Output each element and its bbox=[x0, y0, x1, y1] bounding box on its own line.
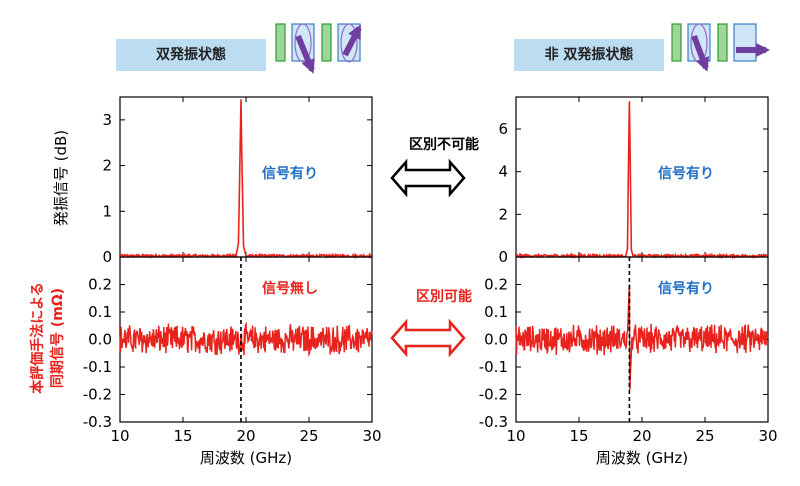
right-layer-blue-2 bbox=[733, 23, 757, 62]
left-top-plot-frame bbox=[119, 96, 373, 258]
right-bottom-ytick-label-2: 0.0 bbox=[484, 331, 508, 349]
right-bottom-xtick-label-0: 10 bbox=[506, 427, 525, 445]
left-top-ytick-label-0: 0 bbox=[102, 248, 112, 266]
left-bottom-xtick-label-1: 15 bbox=[173, 427, 192, 445]
y-axis-label-top: 発振信号 (dB) bbox=[52, 130, 70, 226]
right-top-ytick-label-0: 0 bbox=[498, 248, 508, 266]
right-bottom-xtick-label-3: 25 bbox=[695, 427, 714, 445]
left-bottom-ytick-label-3: -0.1 bbox=[83, 358, 112, 376]
left-bottom-ytick-label-2: 0.0 bbox=[88, 331, 112, 349]
y-axis-label-bottom-line2: 同期信号 (mΩ) bbox=[49, 288, 66, 388]
right-state-label: 非 双発振状態 bbox=[514, 39, 664, 71]
left-top-series-line bbox=[119, 99, 373, 260]
y-axis-label-bottom-line1: 本評価手法による bbox=[29, 282, 46, 394]
left-magnet-arrow-1-head bbox=[301, 58, 315, 74]
right-top-annotation: 信号有り bbox=[658, 165, 714, 182]
right-bottom-xtick-label-2: 20 bbox=[632, 427, 651, 445]
left-bottom-ytick-label-0: 0.2 bbox=[88, 276, 112, 294]
right-bottom-ytick-label-1: 0.1 bbox=[484, 303, 508, 321]
left-bottom-ytick-label-4: -0.2 bbox=[83, 386, 112, 404]
right-bottom-ytick-label-0: 0.2 bbox=[484, 276, 508, 294]
left-bottom-xtick-label-3: 25 bbox=[299, 427, 318, 445]
middle-bottom-label: 区別可能 bbox=[416, 288, 472, 305]
left-bottom-series-line bbox=[119, 321, 373, 357]
right-top-ytick-label-2: 4 bbox=[498, 163, 508, 181]
right-top-ytick-label-3: 6 bbox=[498, 120, 508, 138]
right-layer-green-1 bbox=[671, 23, 682, 62]
right-bottom-ytick-label-5: -0.3 bbox=[479, 413, 508, 431]
right-bottom-ytick-label-3: -0.1 bbox=[479, 358, 508, 376]
right-bottom-xtick-label-4: 30 bbox=[758, 427, 777, 445]
left-bottom-xtick-label-0: 10 bbox=[110, 427, 129, 445]
left-top-ytick-label-3: 3 bbox=[102, 111, 112, 129]
left-top-annotation: 信号有り bbox=[262, 165, 318, 182]
left-layer-green-1 bbox=[275, 23, 286, 62]
right-magnet-arrow-1-head bbox=[695, 56, 710, 72]
right-x-axis-label: 周波数 (GHz) bbox=[596, 449, 688, 467]
right-bottom-series-line bbox=[515, 284, 769, 390]
left-top-ytick-label-2: 2 bbox=[102, 157, 112, 175]
right-top-series-line bbox=[515, 101, 769, 260]
left-x-axis-label: 周波数 (GHz) bbox=[200, 449, 292, 467]
left-bottom-annotation: 信号無し bbox=[262, 280, 318, 297]
middle-top-label: 区別不可能 bbox=[409, 136, 479, 153]
left-state-label: 双発振状態 bbox=[116, 39, 266, 71]
left-ellipse-1 bbox=[294, 23, 312, 63]
left-top-ytick-label-1: 1 bbox=[102, 202, 112, 220]
double-arrow-black bbox=[390, 158, 466, 198]
right-magnet-arrow-2-head bbox=[756, 43, 770, 57]
left-bottom-xtick-label-2: 20 bbox=[236, 427, 255, 445]
right-bottom-xtick-label-1: 15 bbox=[569, 427, 588, 445]
left-ellipse-2 bbox=[340, 23, 358, 63]
right-layer-green-2 bbox=[717, 23, 728, 62]
right-top-ytick-label-1: 2 bbox=[498, 205, 508, 223]
left-layer-green-2 bbox=[321, 23, 332, 62]
left-magnet-arrow-2-head bbox=[348, 24, 361, 41]
double-arrow-red bbox=[390, 318, 466, 358]
left-bottom-ytick-label-1: 0.1 bbox=[88, 303, 112, 321]
left-bottom-xtick-label-4: 30 bbox=[362, 427, 381, 445]
right-top-plot-frame bbox=[515, 96, 769, 258]
right-bottom-ytick-label-4: -0.2 bbox=[479, 386, 508, 404]
right-bottom-annotation: 信号有り bbox=[658, 280, 714, 297]
left-bottom-ytick-label-5: -0.3 bbox=[83, 413, 112, 431]
